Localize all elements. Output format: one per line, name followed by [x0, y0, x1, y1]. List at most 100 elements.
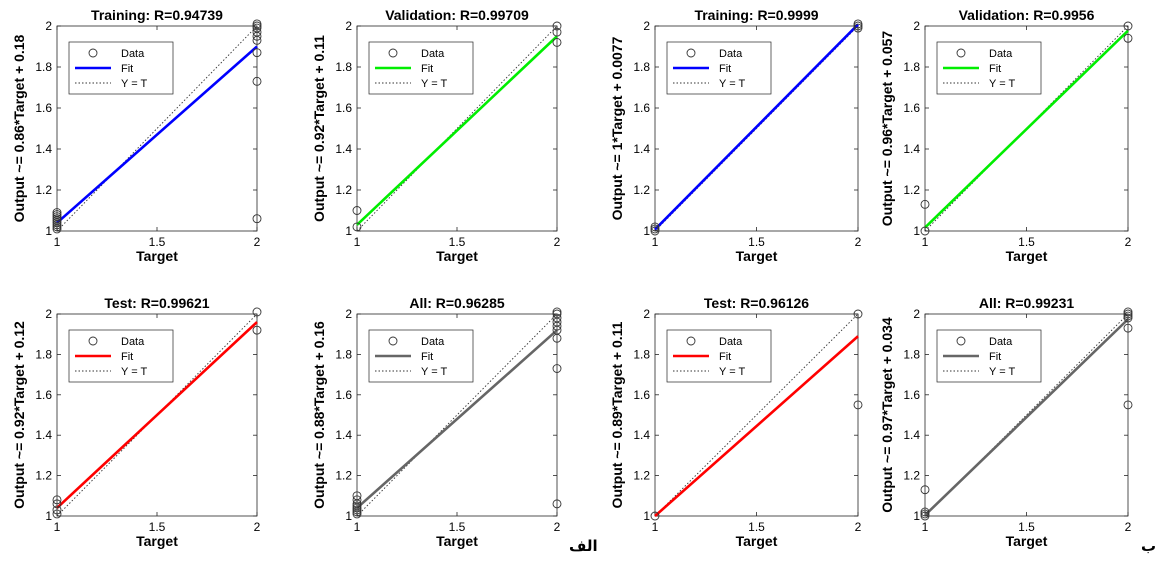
data-point	[1123, 400, 1133, 410]
data-point	[52, 212, 62, 222]
y-tick-label: 1.6	[903, 388, 920, 402]
data-point	[52, 499, 62, 509]
y-tick-label: 1.8	[335, 60, 352, 74]
y-tick-label: 1.4	[633, 142, 650, 156]
x-tick-label: 1.5	[149, 520, 166, 534]
y-tick-label: 1	[913, 509, 920, 523]
x-tick-label: 1	[652, 520, 659, 534]
legend-yt-label: Y = T	[719, 78, 745, 90]
y-tick-label: 1	[345, 509, 352, 523]
panel-tag-b: ب	[1141, 537, 1157, 555]
data-point	[352, 503, 362, 513]
x-tick-label: 2	[1125, 235, 1132, 249]
data-point	[853, 19, 863, 29]
data-point	[52, 505, 62, 515]
legend-data-marker	[686, 336, 696, 346]
legend-data-label: Data	[121, 336, 145, 348]
y-tick-label: 1.6	[903, 101, 920, 115]
data-point	[552, 364, 562, 373]
data-point	[552, 21, 562, 31]
legend-fit-label: Fit	[719, 63, 731, 75]
x-axis-label: Target	[436, 248, 478, 264]
y-tick-label: 1.2	[633, 469, 650, 483]
data-point	[920, 226, 930, 236]
y-tick-label: 1.6	[633, 388, 650, 402]
x-tick-label: 1	[54, 235, 61, 249]
x-tick-label: 1	[922, 235, 929, 249]
y-tick-label: 1.4	[903, 142, 920, 156]
data-point	[252, 31, 262, 41]
legend-yt-label: Y = T	[719, 366, 745, 378]
data-point	[1123, 307, 1133, 317]
data-point	[1123, 33, 1133, 43]
data-point	[252, 76, 262, 86]
x-axis-label: Target	[136, 248, 178, 264]
x-tick-label: 1.5	[748, 520, 765, 534]
x-tick-label: 1.5	[149, 235, 166, 249]
x-tick-label: 2	[554, 520, 561, 534]
y-tick-label: 1.6	[335, 101, 352, 115]
plot-panel-3: 1 1.5 2 1 1.2 1.4 1.6 1.8 2 Data Fit Y = T Test: R=0…	[11, 295, 262, 549]
y-tick-label: 1.8	[633, 347, 650, 361]
x-tick-label: 2	[1125, 520, 1132, 534]
data-point	[1123, 323, 1133, 333]
fit-line	[924, 29, 1129, 229]
x-tick-label: 1.5	[1018, 235, 1035, 249]
data-point	[650, 222, 660, 232]
plot-title: Training: R=0.94739	[91, 7, 223, 23]
y-tick-label: 1	[913, 224, 920, 238]
x-tick-label: 2	[554, 235, 561, 249]
x-tick-label: 1	[54, 520, 61, 534]
data-point	[1123, 311, 1133, 321]
x-tick-label: 1	[354, 520, 361, 534]
y-tick-label: 1.8	[633, 60, 650, 74]
x-tick-label: 1	[652, 235, 659, 249]
y-axis-label: Output ~= 0.88*Target + 0.16	[311, 321, 327, 509]
data-point	[552, 307, 562, 317]
y-tick-label: 1.2	[335, 469, 352, 483]
legend-data-marker	[88, 48, 98, 58]
fit-line	[654, 335, 859, 517]
legend-yt-label: Y = T	[121, 366, 147, 378]
data-point	[352, 206, 362, 215]
panel-tag-a: الف	[569, 537, 598, 555]
plot-title: Test: R=0.96126	[704, 295, 809, 311]
x-tick-label: 1.5	[449, 235, 466, 249]
y-tick-label: 1.2	[903, 183, 920, 197]
y-tick-label: 1	[643, 509, 650, 523]
data-point	[252, 35, 262, 45]
y-tick-label: 1.6	[35, 388, 52, 402]
y-tick-label: 1.4	[335, 142, 352, 156]
data-point	[252, 214, 262, 224]
plot-panel-2: 1 1.5 2 1 1.2 1.4 1.6 1.8 2 Data Fit Y = T Validatio…	[311, 7, 562, 264]
fit-line	[654, 23, 859, 231]
y-tick-label: 2	[913, 19, 920, 33]
plot-title: All: R=0.96285	[409, 295, 505, 311]
data-point	[52, 214, 62, 224]
y-axis-label: Output ~= 0.92*Target + 0.11	[311, 35, 327, 222]
data-point	[352, 505, 362, 515]
x-axis-label: Target	[1006, 533, 1048, 549]
y-axis-label: Output ~= 0.86*Target + 0.18	[11, 34, 27, 222]
data-point	[650, 224, 660, 234]
y-tick-label: 1.6	[335, 388, 352, 402]
legend-fit-label: Fit	[989, 351, 1001, 363]
legend-yt-label: Y = T	[989, 78, 1015, 90]
y-tick-label: 1.8	[335, 347, 352, 361]
x-tick-label: 2	[855, 235, 862, 249]
data-point	[352, 222, 362, 232]
y-tick-label: 2	[913, 307, 920, 321]
plot-panel-6: 1 1.5 2 1 1.2 1.4 1.6 1.8 2 Data Fit Y = T Validatio…	[879, 7, 1133, 264]
y-tick-label: 1.2	[35, 183, 52, 197]
y-tick-label: 1	[45, 509, 52, 523]
data-point	[52, 208, 62, 218]
x-tick-label: 1	[922, 520, 929, 534]
legend-data-label: Data	[989, 336, 1013, 348]
data-point	[853, 21, 863, 31]
y-tick-label: 1.4	[35, 428, 52, 442]
data-point	[853, 400, 863, 410]
identity-line	[56, 25, 258, 232]
legend-data-label: Data	[719, 336, 743, 348]
identity-line	[356, 25, 558, 232]
